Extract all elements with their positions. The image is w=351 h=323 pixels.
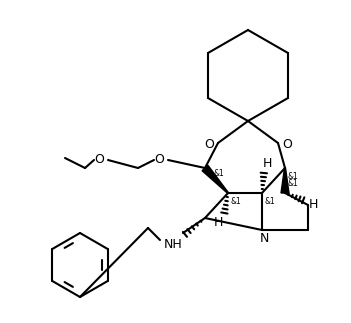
- Text: H: H: [213, 216, 223, 230]
- Text: O: O: [282, 138, 292, 151]
- Text: N: N: [259, 232, 269, 245]
- Text: &1: &1: [287, 172, 298, 181]
- Text: NH: NH: [164, 237, 183, 251]
- Text: H: H: [262, 157, 272, 170]
- Text: O: O: [94, 152, 104, 165]
- Text: &1: &1: [231, 196, 241, 205]
- Text: O: O: [204, 138, 214, 151]
- Text: &1: &1: [265, 196, 276, 205]
- Text: O: O: [154, 152, 164, 165]
- Text: &1: &1: [214, 169, 224, 178]
- Polygon shape: [202, 165, 229, 193]
- Polygon shape: [281, 168, 289, 193]
- Text: &1: &1: [287, 179, 298, 187]
- Text: H: H: [308, 199, 318, 212]
